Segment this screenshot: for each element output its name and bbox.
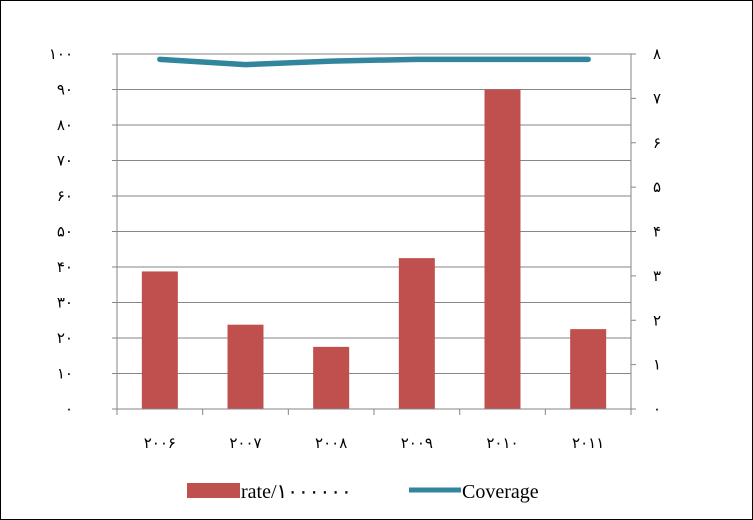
coverage-line (157, 56, 591, 68)
x-tick-label: ۲۰۰۹ (401, 434, 433, 452)
x-tick-label: ۲۰۱۰ (486, 434, 518, 452)
x-tick-label: ۲۰۰۶ (144, 434, 176, 452)
left-tick-label: ۴۰ (57, 258, 73, 276)
bar (313, 346, 350, 409)
legend: rate/۱۰۰۰۰۰۰ Coverage (187, 481, 539, 503)
right-axis-tick-labels: ۰ ۱ ۲ ۳ ۴ ۵ ۶ ۷ ۸ (653, 45, 661, 418)
right-tick-label: ۳ (653, 267, 661, 285)
left-tick-label: ۵۰ (57, 223, 73, 241)
left-tick-label: ۷۰ (57, 152, 73, 170)
right-tick-label: ۶ (653, 134, 661, 152)
x-tick-label: ۲۰۰۸ (315, 434, 347, 452)
x-tick-label: ۲۰۰۷ (229, 434, 261, 452)
right-tick-label: ۷ (653, 89, 661, 107)
bar (141, 271, 178, 409)
axes (112, 53, 636, 415)
gridlines (117, 53, 631, 374)
left-tick-label: ۶۰ (57, 187, 73, 205)
left-axis-tick-labels: ۰ ۱۰ ۲۰ ۳۰ ۴۰ ۵۰ ۶۰ ۷۰ ۸۰ ۹۰ ۱۰۰ (49, 45, 73, 418)
right-tick-label: ۴ (653, 223, 661, 241)
left-tick-label: ۱۰ (57, 365, 73, 383)
right-tick-label: ۵ (653, 178, 661, 196)
bar (227, 324, 264, 409)
right-tick-label: ۲ (653, 311, 661, 329)
left-tick-label: ۲۰ (57, 329, 73, 347)
x-tick-label: ۲۰۱۱ (572, 434, 604, 452)
x-axis-tick-labels: ۲۰۰۶ ۲۰۰۷ ۲۰۰۸ ۲۰۰۹ ۲۰۱۰ ۲۰۱۱ (144, 434, 605, 452)
legend-label-line: Coverage (462, 481, 539, 503)
right-tick-label: ۰ (653, 400, 661, 418)
left-tick-label: ۱۰۰ (49, 45, 73, 63)
left-tick-label: ۹۰ (57, 81, 73, 99)
right-tick-label: ۱ (653, 356, 661, 374)
line-series (157, 56, 591, 68)
right-tick-label: ۸ (653, 45, 661, 63)
left-tick-label: ۰ (65, 400, 73, 418)
bar-series (141, 89, 607, 409)
left-tick-label: ۳۰ (57, 294, 73, 312)
bar (570, 329, 607, 409)
bar (484, 89, 521, 409)
bar (398, 258, 435, 409)
legend-swatch-bar (187, 483, 240, 498)
legend-label-bar: rate/۱۰۰۰۰۰۰ (241, 481, 352, 503)
left-tick-label: ۸۰ (57, 116, 73, 134)
